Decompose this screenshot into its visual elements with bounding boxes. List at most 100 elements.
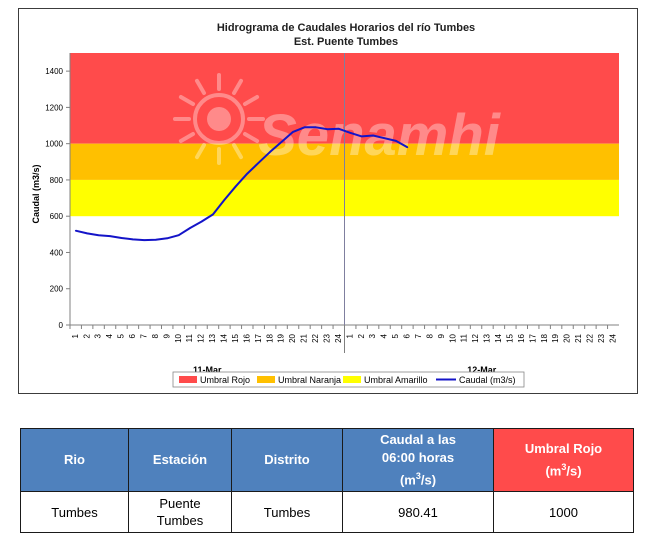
x-tick-label: 12 [471, 333, 480, 342]
y-tick-label: 1400 [45, 67, 63, 76]
x-tick-label: 10 [448, 333, 457, 342]
x-tick-label: 15 [231, 333, 240, 342]
x-tick-label: 13 [483, 333, 492, 342]
series-point [246, 172, 249, 175]
sun-ray [232, 142, 243, 160]
series-point [166, 237, 169, 240]
legend-swatch-naranja [257, 376, 275, 383]
series-point [132, 238, 134, 241]
x-tick-label: 20 [288, 333, 297, 342]
series-point [383, 137, 386, 140]
x-tick-label: 19 [551, 333, 560, 342]
series-point [189, 227, 191, 229]
x-tick-label: 18 [540, 333, 549, 342]
sun-ray [195, 78, 206, 96]
x-tick-label: 14 [220, 333, 229, 342]
series-point [292, 131, 294, 133]
senamhi-watermark: Senamhi [173, 73, 502, 168]
x-tick-label: 8 [425, 333, 434, 338]
series-point [360, 135, 363, 138]
x-tick-label: 23 [322, 333, 331, 342]
y-tick-label: 200 [50, 285, 64, 294]
x-tick-label: 3 [94, 333, 103, 338]
watermark-text: Senamhi [258, 103, 502, 168]
legend-swatch-rojo [179, 376, 197, 383]
x-tick-label: 16 [242, 333, 251, 342]
x-tick-label: 4 [105, 333, 114, 338]
legend-label-amarillo: Umbral Amarillo [364, 375, 428, 385]
sun-ray [232, 78, 243, 96]
series-point [395, 140, 397, 142]
chart-title: Hidrograma de Caudales Horarios del río … [217, 22, 475, 34]
header-estacion: Estación [128, 427, 232, 493]
x-tick-label: 13 [208, 333, 217, 342]
x-tick-label: 1 [345, 333, 354, 338]
series-point [109, 235, 111, 237]
cell-caudal: 980.41 [342, 491, 494, 534]
sun-logo [173, 73, 265, 165]
x-tick-label: 5 [117, 333, 126, 338]
legend-label-rojo: Umbral Rojo [200, 375, 250, 385]
x-tick-label: 10 [174, 333, 183, 342]
cell-estacion: Puente Tumbes [128, 491, 232, 534]
series-point [154, 238, 157, 241]
y-axis-title: Caudal (m3/s) [31, 164, 41, 223]
series-point [326, 128, 329, 130]
day-label-11-mar: 11-Mar [193, 365, 222, 375]
series-point [200, 220, 203, 223]
series-point [349, 131, 352, 134]
series-point [223, 199, 226, 201]
x-tick-label: 6 [128, 333, 137, 338]
y-tick-label: 1000 [45, 140, 63, 149]
hydrograph-chart: Hidrograma de Caudales Horarios del río … [18, 8, 638, 394]
sun-ray [242, 132, 260, 143]
x-tick-label: 17 [528, 333, 537, 342]
x-tick-label: 7 [139, 333, 148, 338]
x-tick-label: 21 [574, 333, 583, 342]
series-point [143, 239, 146, 241]
x-tick-label: 2 [82, 333, 91, 338]
x-tick-label: 24 [334, 333, 343, 342]
x-tick-label: 21 [300, 333, 309, 342]
cell-umbral: 1000 [493, 491, 634, 534]
series-point [235, 185, 237, 188]
series-point [372, 134, 374, 137]
header-caudal: Caudal a las 06:00 horas (m3/s) [342, 427, 494, 493]
series-point [280, 141, 283, 143]
x-tick-label: 1 [71, 333, 80, 338]
series-point [337, 127, 340, 130]
x-tick-label: 7 [414, 333, 423, 338]
y-tick-label: 1200 [45, 103, 63, 112]
series-point [303, 126, 306, 129]
series-line-caudal [75, 126, 408, 242]
x-tick-label: 3 [368, 333, 377, 338]
x-tick-label: 6 [403, 333, 412, 338]
x-tick-label: 5 [391, 333, 400, 338]
table-row: Tumbes Puente Tumbes Tumbes 980.41 1000 [20, 491, 634, 534]
x-tick-label: 9 [162, 333, 171, 338]
legend: Umbral Rojo Umbral Naranja Umbral Amaril… [172, 371, 525, 388]
x-tick-label: 23 [597, 333, 606, 342]
x-tick-label: 2 [357, 333, 366, 338]
x-tick-label: 24 [608, 333, 617, 342]
sun-ray [178, 95, 196, 106]
y-tick-label: 0 [59, 321, 64, 330]
series-point [177, 234, 180, 237]
header-umbral-rojo: Umbral Rojo (m3/s) [493, 427, 634, 493]
sun-ray [195, 142, 206, 160]
sun-ray [242, 95, 260, 106]
series-point [86, 232, 88, 235]
series-point [74, 229, 77, 232]
legend-swatch-amarillo [343, 376, 361, 383]
series-point [212, 213, 214, 216]
y-tick-label: 800 [50, 176, 64, 185]
legend-label-naranja: Umbral Naranja [278, 375, 341, 385]
x-tick-label: 9 [437, 333, 446, 338]
legend-label-caudal: Caudal (m3/s) [459, 375, 516, 385]
chart-canvas: Hidrograma de Caudales Horarios del río … [31, 22, 619, 388]
x-tick-label: 22 [311, 333, 320, 342]
header-rio: Rio [20, 427, 129, 493]
chart-subtitle: Est. Puente Tumbes [294, 36, 398, 48]
table-header-row: Rio Estación Distrito Caudal a las 06:00… [20, 427, 634, 493]
